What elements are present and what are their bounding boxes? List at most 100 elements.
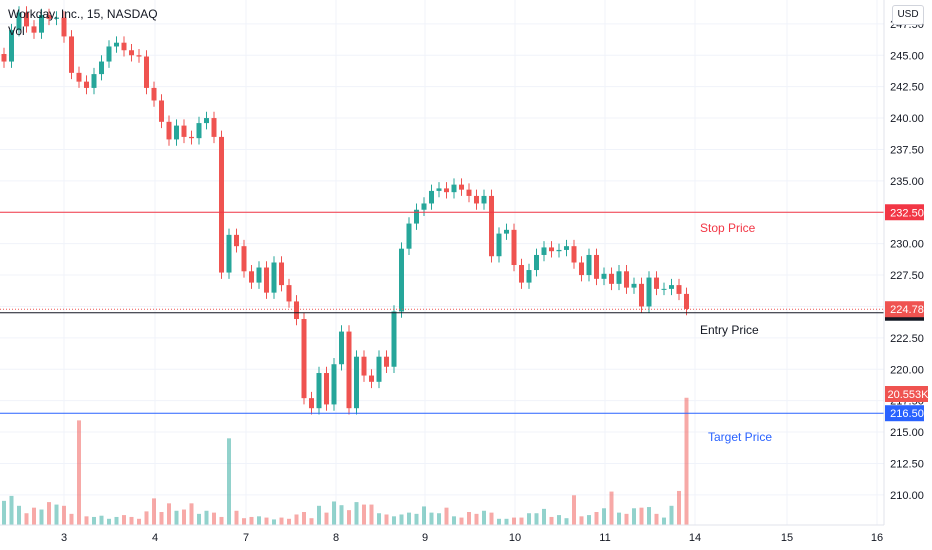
candle-body	[91, 74, 97, 88]
candle-body	[61, 17, 67, 37]
price-axis-bg	[884, 0, 932, 550]
candle-body	[496, 233, 502, 257]
volume-bar	[92, 516, 96, 525]
volume-bar	[347, 510, 351, 525]
candle-body	[609, 273, 614, 284]
volume-bar	[594, 512, 599, 525]
volume-bar	[377, 513, 381, 525]
volume-bar	[407, 512, 411, 525]
volume-bar	[2, 500, 6, 525]
candle-body	[504, 229, 509, 234]
volume-bar	[444, 507, 449, 525]
volume-bar	[437, 513, 441, 525]
volume-bar	[39, 509, 44, 525]
volume-bar	[152, 498, 156, 525]
candle-body	[459, 184, 464, 190]
price-tick-label: 220.00	[890, 364, 924, 376]
candle-body	[489, 195, 494, 257]
candle-body	[451, 184, 457, 193]
candle-body	[684, 293, 689, 309]
volume-bar	[587, 515, 591, 525]
candle-body	[114, 42, 119, 47]
candle-body	[594, 254, 599, 279]
candle-body	[301, 319, 307, 399]
volume-bar	[9, 495, 14, 525]
volume-bar	[519, 517, 524, 525]
candle-body	[339, 331, 344, 365]
candle-body	[346, 331, 352, 409]
volume-indicator-label[interactable]: Vol	[8, 24, 25, 38]
price-axis[interactable]: 210.00212.50215.00217.50220.00222.50225.…	[883, 0, 932, 550]
time-tick-label: 14	[689, 532, 701, 544]
price-tick-label: 235.00	[890, 176, 924, 188]
volume-bar	[684, 397, 689, 525]
last-price-tag	[885, 301, 924, 318]
volume-bar	[654, 513, 659, 525]
price-tick-label: 215.00	[890, 427, 924, 439]
volume-bar	[527, 513, 531, 525]
candle-body	[429, 190, 434, 204]
symbol-title[interactable]: Workday, Inc., 15, NASDAQ	[8, 7, 158, 21]
candle-body	[564, 246, 569, 250]
volume-bar	[17, 505, 21, 525]
volume-bar	[617, 512, 621, 525]
volume-bar	[182, 509, 186, 525]
candle-body	[271, 262, 277, 293]
candle-body	[556, 249, 562, 252]
volume-bar	[572, 495, 576, 525]
candle-body	[676, 285, 682, 294]
volume-bar	[362, 504, 366, 525]
volume-bar	[452, 516, 456, 525]
price-candles	[1, 6, 689, 415]
volume-bar	[99, 515, 104, 525]
volume-bar	[662, 517, 666, 525]
volume-bar	[24, 513, 29, 525]
volume-bar	[549, 516, 554, 525]
candle-body	[444, 188, 449, 193]
candle-body	[196, 123, 202, 139]
volume-bar	[369, 504, 374, 525]
candle-body	[481, 195, 487, 204]
candle-body	[76, 72, 82, 82]
candle-body	[1, 54, 7, 62]
volume-bar	[159, 512, 164, 525]
time-tick-label: 7	[243, 532, 249, 544]
volume-bar	[482, 510, 486, 525]
time-axis-bg	[0, 525, 884, 550]
volume-bar	[332, 501, 336, 525]
volume-value-text: 20.553K	[888, 389, 930, 401]
price-tick-label: 237.50	[890, 144, 924, 156]
volume-bar	[137, 518, 141, 525]
candle-body	[669, 285, 674, 289]
volume-bar	[324, 512, 329, 525]
volume-bar	[234, 510, 239, 525]
volume-bar	[167, 503, 171, 525]
candle-body	[294, 301, 299, 320]
last-price-text: 224.78	[890, 304, 924, 316]
price-tick-label: 210.00	[890, 490, 924, 502]
volume-bar	[189, 503, 194, 525]
time-axis[interactable]: 3 4 7 8 9 10 11 14 15 16	[0, 524, 884, 550]
volume-bar	[257, 516, 261, 525]
volume-bar	[534, 513, 539, 525]
volume-bar	[69, 513, 74, 525]
price-tick-label: 230.00	[890, 239, 924, 251]
volume-bar	[429, 512, 434, 525]
volume-bar	[242, 518, 246, 525]
candle-body	[376, 356, 382, 382]
candle-body	[234, 234, 239, 247]
currency-badge[interactable]: USD	[892, 5, 924, 25]
candle-body	[601, 273, 607, 279]
candle-body	[136, 55, 142, 57]
volume-bar	[77, 420, 81, 525]
candle-body	[654, 277, 659, 289]
volume-bar	[107, 518, 111, 525]
candle-body	[309, 398, 314, 409]
volume-bar	[219, 516, 224, 525]
volume-bar	[669, 505, 674, 525]
candle-body	[361, 356, 367, 376]
candle-body	[541, 247, 547, 255]
volume-bar	[632, 508, 636, 525]
level-label: Entry Price	[700, 323, 759, 337]
